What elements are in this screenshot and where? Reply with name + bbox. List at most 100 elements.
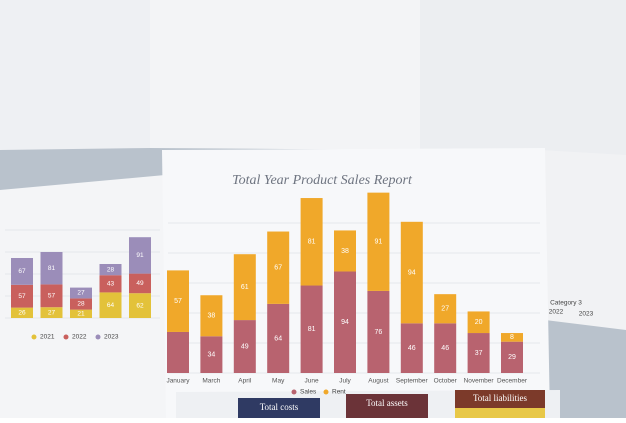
value-label: 21	[77, 311, 85, 318]
bar-segment	[267, 303, 290, 373]
paper	[150, 0, 420, 150]
x-tick-label: December	[497, 378, 528, 385]
bar-segment	[400, 221, 423, 324]
value-label: 26	[18, 310, 26, 317]
left-chart: 26 57 67 27 57 81 21 28 27 64 43 28 62 49 91 2021 2022 20…	[5, 229, 160, 341]
card	[238, 398, 320, 418]
main-chart: 57 January 34 38 March 49 61 April 64 67 May 81 81 Ju…	[166, 192, 540, 396]
value-label: 67	[18, 268, 26, 275]
legend-label: Sales	[300, 389, 317, 396]
value-label: 43	[107, 281, 115, 288]
value-label: 81	[48, 265, 56, 272]
legend-label: 2022	[72, 334, 87, 341]
bar-segment	[200, 336, 223, 373]
bar-segment	[70, 287, 92, 299]
bar-segment	[267, 231, 290, 304]
card-title: Total costs	[260, 402, 299, 412]
x-tick-label: July	[339, 378, 351, 385]
value-label: 57	[174, 298, 182, 305]
value-label: 94	[341, 319, 349, 326]
paper	[0, 0, 150, 150]
bar-segment	[434, 294, 457, 324]
value-label: 38	[341, 248, 349, 255]
bar-segment	[233, 320, 256, 373]
value-label: 27	[441, 306, 449, 313]
value-label: 29	[508, 354, 516, 361]
legend-swatch	[291, 389, 297, 395]
card	[346, 394, 428, 418]
value-label: 38	[208, 313, 216, 320]
legend-label: 2021	[40, 334, 55, 341]
bar-segment	[400, 323, 423, 373]
bar-segment	[467, 333, 490, 373]
bar-segment	[70, 298, 92, 310]
bar-segment	[334, 230, 356, 272]
legend-label: 2023	[104, 334, 119, 341]
fragment-label: Category 3	[550, 300, 582, 307]
value-label: 76	[375, 329, 383, 336]
bar-segment	[467, 311, 490, 334]
paper	[540, 150, 626, 330]
value-label: 61	[241, 284, 249, 291]
value-label: 94	[408, 269, 416, 276]
value-label: 49	[136, 280, 144, 287]
bar-segment	[40, 284, 63, 308]
value-label: 62	[136, 302, 144, 309]
fragment-label: 2022	[549, 309, 564, 316]
value-label: 67	[274, 265, 282, 272]
bar-segment	[233, 254, 256, 321]
bar-segment	[501, 341, 523, 373]
card	[455, 408, 545, 418]
bar-segment	[99, 275, 122, 293]
x-tick-label: September	[396, 378, 429, 385]
bar-segment	[11, 258, 33, 285]
paper	[420, 0, 626, 160]
bar-segment	[367, 192, 390, 291]
value-label: 20	[475, 319, 483, 326]
value-label: 91	[375, 239, 383, 246]
bar-segment	[99, 292, 122, 318]
bar-segment	[200, 295, 223, 337]
bar-segment	[40, 307, 63, 318]
value-label: 28	[107, 266, 115, 273]
value-label: 8	[510, 334, 514, 341]
bar-segment	[99, 264, 122, 276]
bar-segment	[129, 293, 151, 318]
value-label: 46	[441, 345, 449, 352]
x-tick-label: June	[305, 378, 319, 385]
x-tick-label: November	[464, 378, 495, 385]
value-label: 91	[136, 252, 144, 259]
bar-segment	[167, 270, 189, 332]
legend-swatch	[63, 334, 69, 340]
x-tick-label: May	[272, 378, 285, 385]
value-label: 81	[308, 239, 316, 246]
bar-segment	[334, 271, 356, 373]
value-label: 27	[48, 309, 56, 316]
bar-segment	[11, 284, 33, 308]
bar-segment	[434, 323, 457, 373]
legend-label: Rent	[332, 389, 346, 396]
bar-segment	[129, 273, 151, 294]
bar-segment	[501, 333, 523, 342]
value-label: 64	[274, 335, 282, 342]
cards: Total costs Total assets Total liabilities	[238, 390, 545, 418]
value-label: 37	[475, 350, 483, 357]
value-label: 57	[48, 293, 56, 300]
x-tick-label: March	[202, 378, 220, 385]
card-title: Total assets	[366, 398, 408, 408]
value-label: 57	[18, 293, 26, 300]
legend-swatch	[323, 389, 329, 395]
x-tick-label: January	[166, 378, 190, 385]
legend-swatch	[31, 334, 37, 340]
bar-segment	[40, 252, 63, 285]
x-tick-label: August	[368, 378, 388, 385]
value-label: 27	[77, 290, 85, 297]
bar-segment	[129, 237, 151, 274]
bar-segment	[300, 198, 323, 286]
bar-segment	[167, 331, 189, 373]
value-label: 64	[107, 302, 115, 309]
legend-swatch	[95, 334, 101, 340]
value-label: 49	[241, 343, 249, 350]
x-tick-label: October	[434, 378, 458, 385]
